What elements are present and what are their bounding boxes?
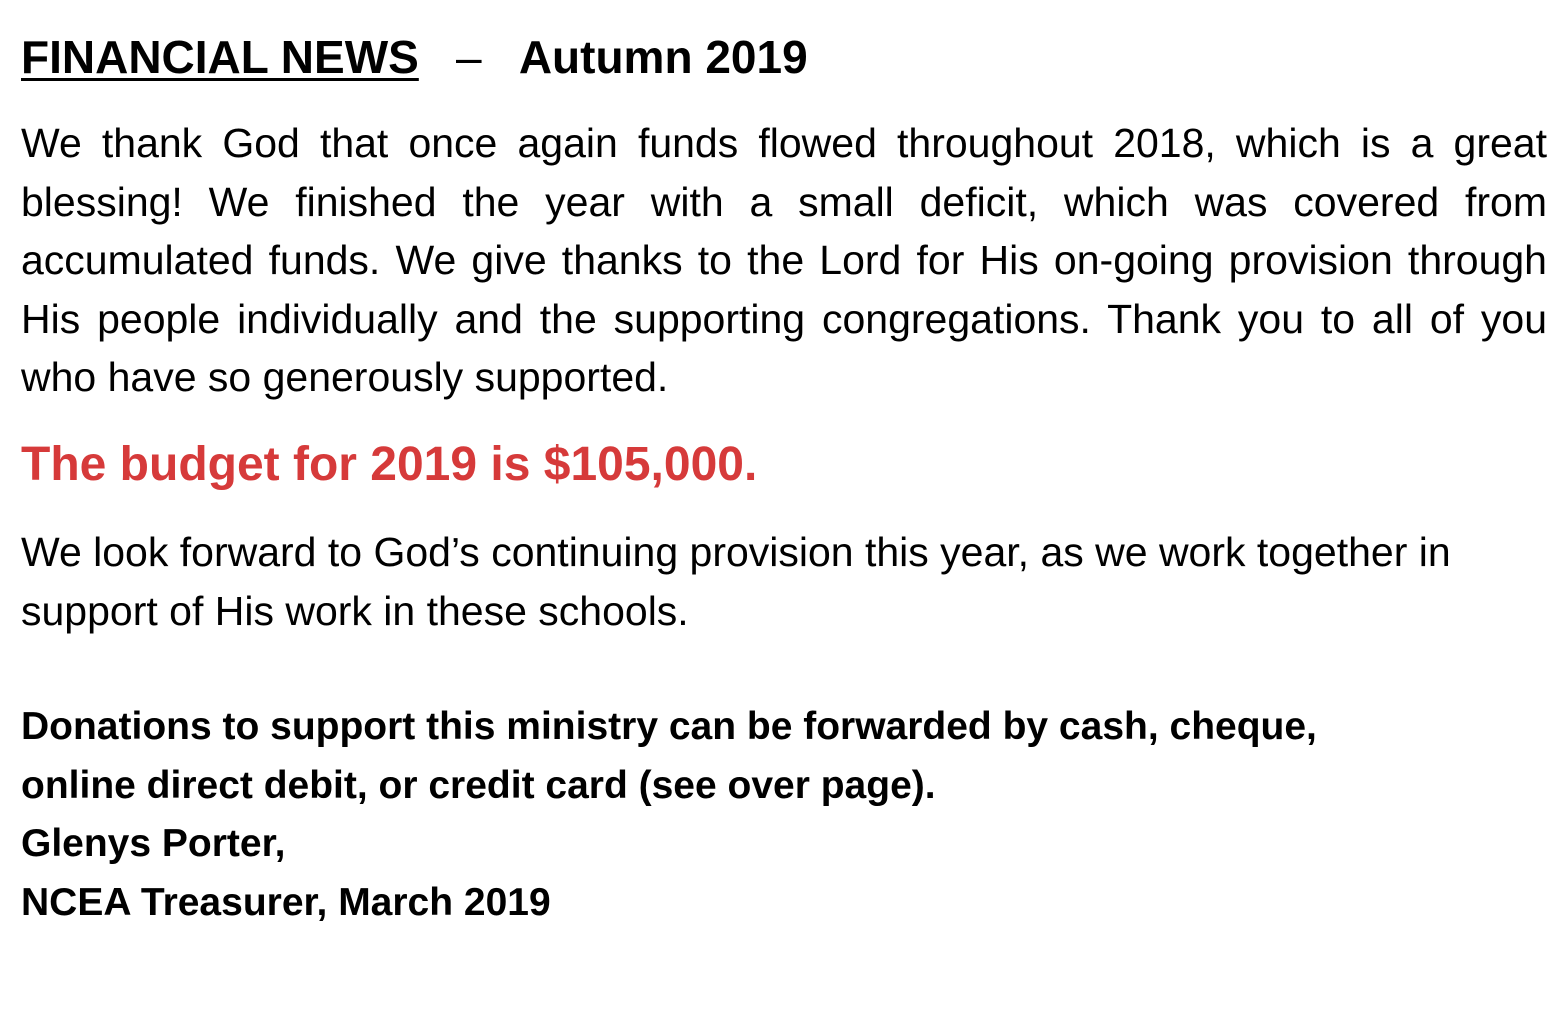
- donations-line-2: online direct debit, or credit card (see…: [21, 763, 936, 807]
- heading-title: FINANCIAL NEWS: [21, 31, 419, 83]
- thanks-paragraph: We thank God that once again funds flowe…: [21, 120, 1547, 400]
- signoff-block: Donations to support this ministry can b…: [21, 698, 1317, 933]
- donations-line-1: Donations to support this ministry can b…: [21, 705, 1317, 748]
- page-heading: FINANCIAL NEWS – Autumn 2019: [21, 28, 808, 86]
- heading-separator: –: [456, 31, 482, 83]
- budget-statement: The budget for 2019 is $105,000.: [21, 438, 758, 491]
- signoff-name: Glenys Porter,: [21, 822, 286, 866]
- signoff-role: NCEA Treasurer, March 2019: [21, 881, 551, 925]
- heading-season: Autumn 2019: [518, 31, 808, 83]
- outlook-paragraph: We look forward to God’s continuing prov…: [21, 529, 1451, 634]
